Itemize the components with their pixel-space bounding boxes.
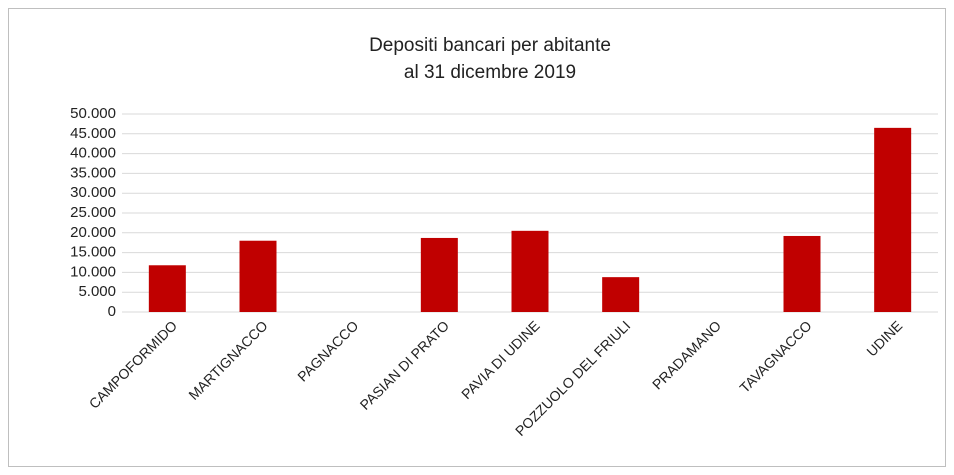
y-tick-label: 25.000 [70, 204, 116, 221]
y-tick-label: 35.000 [70, 164, 116, 181]
chart-title: Depositi bancari per abitante [369, 35, 611, 56]
bar [239, 240, 277, 312]
y-tick-label: 45.000 [70, 125, 116, 142]
bar [148, 265, 186, 312]
bar [874, 127, 912, 312]
y-tick-label: 10.000 [70, 263, 116, 280]
y-tick-label: 40.000 [70, 145, 116, 162]
bar [783, 235, 821, 312]
bar [511, 230, 549, 312]
y-tick-label: 20.000 [70, 224, 116, 241]
bar [602, 277, 640, 312]
y-tick-label: 50.000 [70, 105, 116, 122]
bar [420, 237, 458, 312]
y-tick-label: 15.000 [70, 244, 116, 261]
y-tick-label: 0 [108, 303, 116, 320]
chart-subtitle: al 31 dicembre 2019 [404, 62, 576, 83]
y-tick-label: 5.000 [78, 283, 116, 300]
y-tick-label: 30.000 [70, 184, 116, 201]
